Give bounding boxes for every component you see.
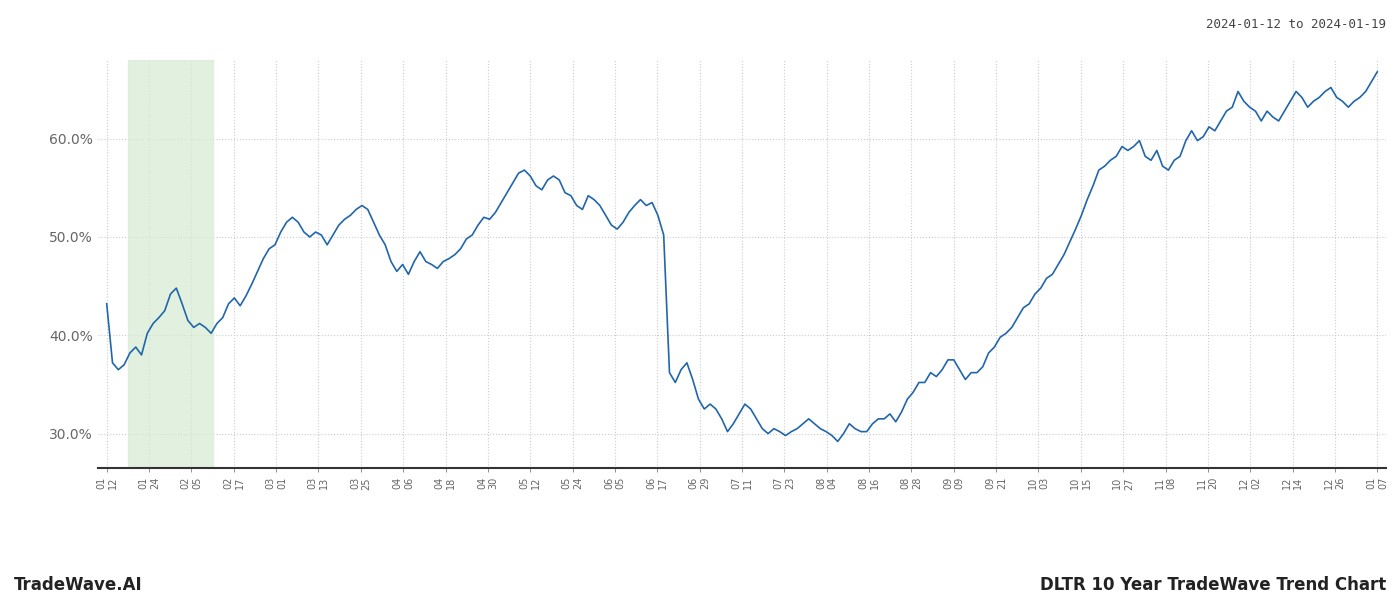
Text: DLTR 10 Year TradeWave Trend Chart: DLTR 10 Year TradeWave Trend Chart [1040, 576, 1386, 594]
Text: TradeWave.AI: TradeWave.AI [14, 576, 143, 594]
Bar [127, 60, 213, 468]
Text: 2024-01-12 to 2024-01-19: 2024-01-12 to 2024-01-19 [1205, 18, 1386, 31]
